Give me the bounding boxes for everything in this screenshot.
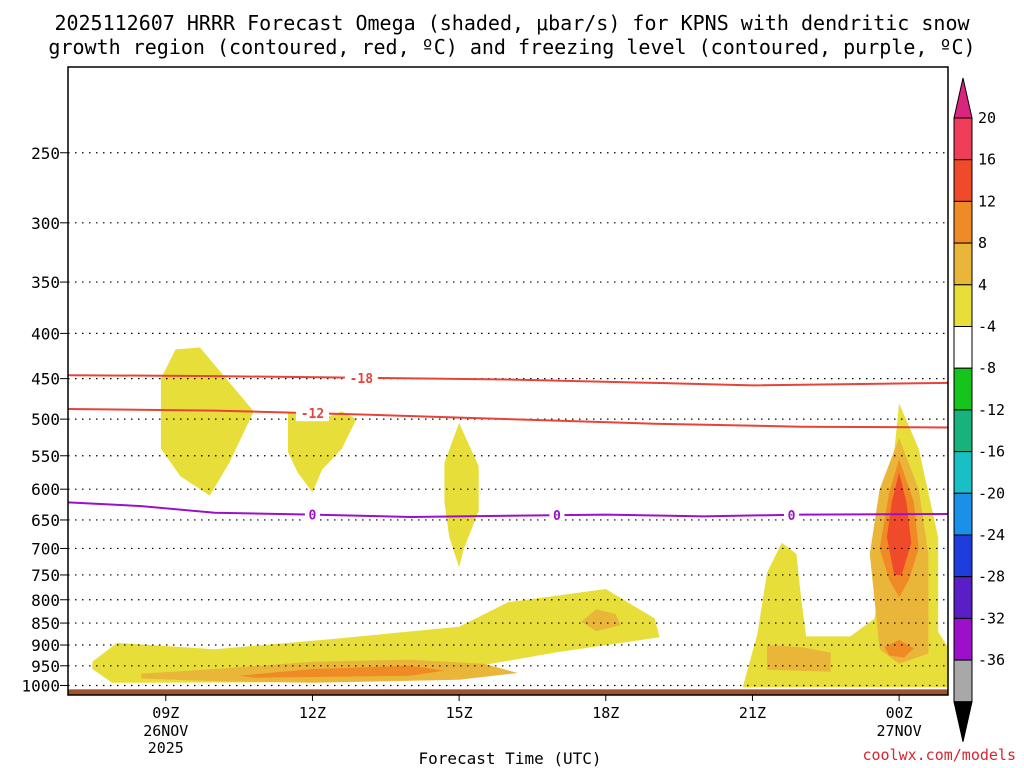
y-tick-label-300: 300 — [31, 214, 60, 233]
x-tick-label-00Z: 00Z — [886, 704, 913, 722]
y-tick-label-750: 750 — [31, 566, 60, 585]
x-axis-label: Forecast Time (UTC) — [418, 749, 601, 768]
omega-region-17 — [737, 212, 758, 260]
colorbar-label-11: -28 — [978, 568, 1005, 586]
chart-title-line2: growth region (contoured, red, ºC) and f… — [48, 35, 975, 59]
colorbar-label-7: -12 — [978, 401, 1005, 419]
omega-region-2 — [239, 665, 445, 678]
plot-frame — [67, 66, 949, 696]
colorbar-top-triangle — [953, 77, 973, 119]
colorbar-label-1: 16 — [978, 151, 996, 169]
x-tick-label-18Z: 18Z — [592, 704, 619, 722]
colorbar-label-2: 12 — [978, 192, 996, 210]
colorbar-label-5: -4 — [978, 318, 996, 336]
colorbar-label-10: -24 — [978, 526, 1005, 544]
omega-region-13 — [97, 411, 130, 511]
colorbar-label-4: 4 — [978, 276, 987, 294]
colorbar-swatch-10 — [953, 534, 973, 578]
colorbar-swatch-4 — [953, 284, 973, 327]
y-tick-label-800: 800 — [31, 591, 60, 610]
contour-label-freezing-level-1: 0 — [553, 509, 561, 524]
omega-region-18 — [899, 308, 948, 396]
credit-text: coolwx.com/models — [862, 746, 1016, 764]
y-tick-label-450: 450 — [31, 370, 60, 389]
colorbar-label-9: -20 — [978, 484, 1005, 502]
y-tick-label-650: 650 — [31, 511, 60, 530]
omega-region-12 — [444, 423, 479, 568]
y-tick-label-1000: 1000 — [21, 677, 60, 696]
colorbar-swatch-5 — [953, 326, 973, 369]
x-tick-label-12Z: 12Z — [299, 704, 326, 722]
y-tick-label-700: 700 — [31, 539, 60, 558]
colorbar-swatch-6 — [953, 367, 973, 411]
colorbar-swatch-12 — [953, 617, 973, 661]
y-tick-label-950: 950 — [31, 657, 60, 676]
chart-title-line1: 2025112607 HRRR Forecast Omega (shaded, … — [54, 11, 970, 35]
contour-label-bg-freezing-level-1 — [549, 507, 565, 524]
omega-region-5 — [767, 645, 831, 672]
omega-region-3 — [581, 609, 621, 632]
colorbar-swatch-7 — [953, 409, 973, 453]
colorbar-label-13: -36 — [978, 651, 1005, 669]
shaded-omega-layer — [92, 212, 948, 688]
colorbar-swatch-3 — [953, 242, 973, 286]
x-tick-label-15Z: 15Z — [446, 704, 473, 722]
colorbar-label-6: -8 — [978, 359, 996, 377]
y-tick-label-900: 900 — [31, 636, 60, 655]
contour-label-bg-dendritic-lower-0 — [295, 405, 329, 422]
colorbar-bottom-triangle — [953, 701, 973, 742]
contour-label-dendritic-upper-0: -18 — [350, 372, 374, 387]
omega-region-14 — [253, 553, 279, 610]
colorbar-label-3: 8 — [978, 234, 987, 252]
colorbar-swatch-2 — [953, 200, 973, 244]
contour-label-freezing-level-2: 0 — [788, 509, 796, 524]
contour-dendritic-lower — [68, 408, 948, 429]
x-date-label-27NOV: 27NOV — [877, 722, 922, 740]
colorbar-swatch-11 — [953, 576, 973, 619]
y-tick-label-400: 400 — [31, 324, 60, 343]
colorbar-swatch-9 — [953, 492, 973, 536]
omega-region-11 — [288, 411, 357, 493]
y-tick-label-850: 850 — [31, 614, 60, 633]
ground-layer — [68, 689, 948, 695]
y-axis-ticks: 250 300 350 400 450 500 550 600 650 700 750 800 850 9… — [21, 144, 68, 696]
omega-region-15 — [351, 537, 376, 610]
x-date-label-26NOV: 26NOV — [143, 722, 188, 740]
y-tick-label-550: 550 — [31, 447, 60, 466]
colorbar-swatch-0 — [953, 117, 973, 161]
y-tick-label-600: 600 — [31, 480, 60, 499]
contour-label-bg-freezing-level-2 — [784, 506, 800, 523]
omega-region-10 — [160, 347, 254, 496]
colorbar-swatch-13 — [953, 659, 973, 703]
contour-freezing-level — [68, 501, 948, 519]
y-tick-label-250: 250 — [31, 144, 60, 163]
contour-layer: -12 -18 0 0 0 — [68, 369, 948, 524]
x-date-label-2025: 2025 — [148, 739, 184, 757]
contour-label-bg-dendritic-upper-0 — [344, 369, 378, 386]
omega-region-9 — [884, 639, 914, 658]
ground-strip — [68, 689, 948, 695]
colorbar-swatch-8 — [953, 451, 973, 494]
y-tick-label-500: 500 — [31, 410, 60, 429]
contour-dendritic-upper — [68, 374, 948, 387]
contour-label-freezing-level-0: 0 — [309, 509, 317, 524]
x-tick-label-09Z: 09Z — [152, 704, 179, 722]
omega-region-0 — [92, 589, 660, 683]
colorbar-label-12: -32 — [978, 609, 1005, 627]
contour-label-bg-freezing-level-0 — [304, 506, 320, 523]
omega-region-16 — [581, 287, 675, 565]
contour-label-dendritic-lower-0: -12 — [301, 407, 324, 422]
colorbar-swatch-1 — [953, 159, 973, 202]
colorbar: 20 16 12 8 4 -4 -8 -12 -16 -20 -24 -28 -32 -36 — [953, 77, 1005, 742]
y-tick-label-350: 350 — [31, 273, 60, 292]
x-tick-label-21Z: 21Z — [739, 704, 766, 722]
colorbar-label-8: -16 — [978, 443, 1005, 461]
colorbar-label-0: 20 — [978, 109, 996, 127]
omega-region-8 — [886, 472, 912, 575]
